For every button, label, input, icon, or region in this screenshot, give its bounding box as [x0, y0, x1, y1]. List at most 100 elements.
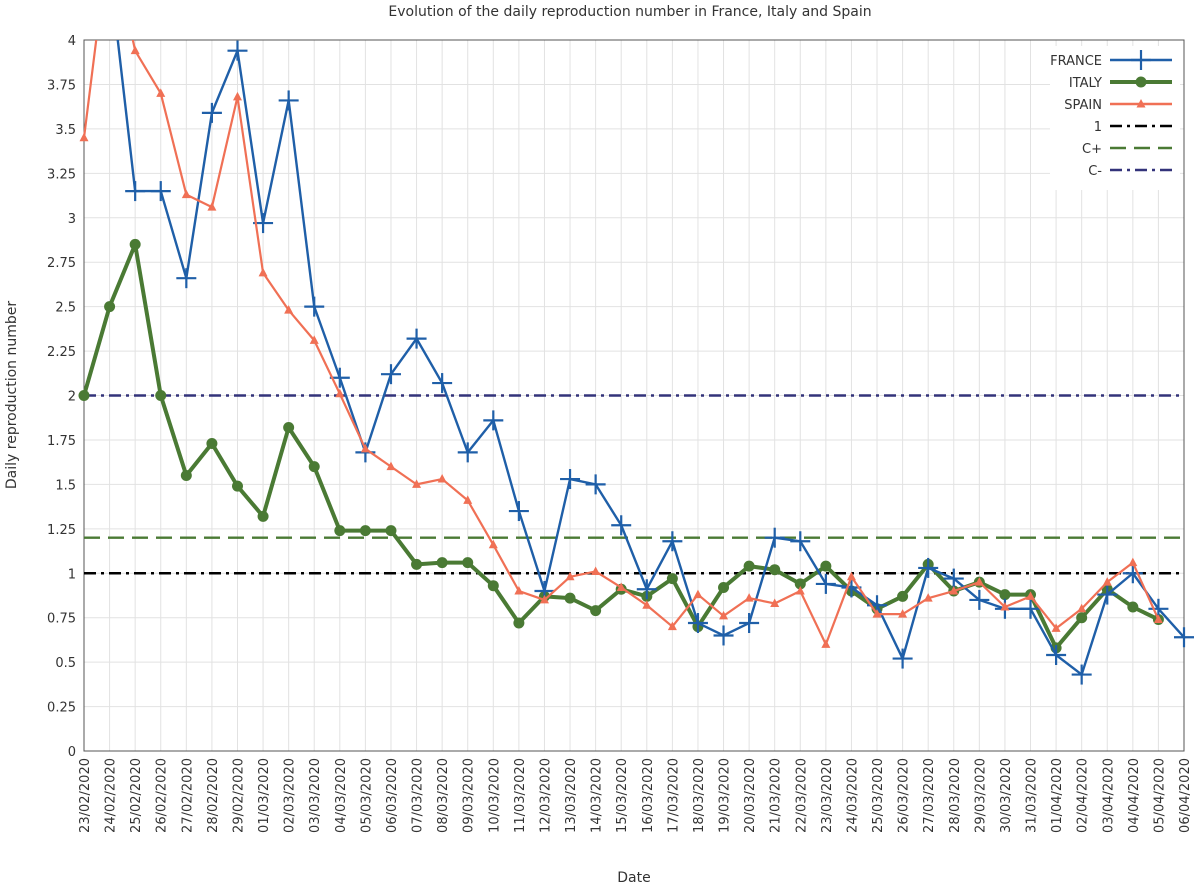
- italy-data-point: [743, 560, 755, 572]
- spain-data-point: [616, 582, 626, 591]
- france-data-point: [1046, 645, 1067, 666]
- y-tick-label: 3.5: [55, 123, 76, 138]
- x-tick-label: 05/03/2020: [359, 758, 374, 833]
- y-tick-label: 1.5: [55, 478, 76, 493]
- x-tick-label: 01/03/2020: [257, 758, 272, 833]
- x-tick-label: 14/03/2020: [590, 758, 605, 833]
- x-tick-label: 15/03/2020: [615, 758, 630, 833]
- spain-data-point: [335, 388, 345, 398]
- italy-data-point: [1076, 612, 1088, 624]
- italy-data-point: [1135, 76, 1147, 88]
- x-tick-label: 27/03/2020: [922, 758, 937, 833]
- spain-data-point: [949, 586, 959, 595]
- legend: FRANCE ITALY SPAIN 1 C+ C-: [1050, 46, 1180, 190]
- x-tick-label: 05/04/2020: [1152, 758, 1167, 833]
- france-data-point: [611, 515, 632, 536]
- spain-data-point: [1128, 557, 1138, 567]
- y-tick-label: 0.75: [47, 612, 76, 627]
- france-data-point: [201, 102, 222, 123]
- italy-data-point: [78, 390, 90, 401]
- spain-data-point: [667, 621, 677, 631]
- france-data-point: [1020, 598, 1041, 619]
- x-tick-label: 06/04/2020: [1178, 758, 1193, 833]
- italy-data-point: [411, 558, 423, 570]
- legend-label: SPAIN: [1064, 98, 1102, 113]
- italy-data-point: [590, 605, 602, 617]
- spain-data-point: [386, 461, 396, 471]
- italy-data-point: [206, 437, 218, 449]
- x-tick-label: 03/03/2020: [308, 758, 323, 833]
- italy-data-point: [155, 390, 167, 401]
- france-data-point: [1097, 584, 1118, 605]
- x-tick-label: 17/03/2020: [666, 758, 681, 833]
- y-tick-labels: 0 0.25 0.5 0.75 1 1.25 1.5 1.75 2 2.25 2.5 2.75 3 3.2…: [47, 34, 76, 760]
- y-tick-label: 3.75: [47, 78, 76, 93]
- france-data-point: [1122, 563, 1143, 584]
- spain-data-point: [846, 571, 856, 581]
- italy-data-point: [564, 592, 576, 604]
- y-tick-label: 2.75: [47, 256, 76, 271]
- italy-data-point: [334, 525, 346, 537]
- spain-data-point: [232, 91, 242, 101]
- spain-data-point: [693, 589, 703, 599]
- france-data-point: [227, 40, 248, 61]
- france-data-point: [713, 625, 734, 646]
- spain-data-point: [360, 443, 370, 453]
- spain-data-point: [309, 335, 319, 344]
- x-tick-label: 07/03/2020: [411, 758, 426, 833]
- x-tick-label: 04/04/2020: [1127, 758, 1142, 833]
- italy-data-point: [385, 525, 397, 537]
- spain-data-point: [591, 566, 601, 575]
- italy-data-point: [513, 617, 525, 629]
- france-data-point: [176, 268, 197, 289]
- france-data-point: [560, 469, 581, 490]
- x-tick-label: 23/02/2020: [78, 758, 93, 833]
- x-tick-label: 04/03/2020: [334, 758, 349, 833]
- italy-data-point: [257, 510, 269, 522]
- spain-data-point: [1077, 603, 1087, 613]
- france-data-point: [892, 648, 913, 669]
- legend-background: [1050, 46, 1180, 190]
- italy-data-point: [129, 238, 141, 250]
- series-group: [78, 40, 1194, 685]
- x-tick-label: 19/03/2020: [718, 758, 733, 833]
- x-tick-label: 28/02/2020: [206, 758, 221, 833]
- france-data-point: [150, 181, 171, 202]
- italy-data-point: [180, 469, 192, 481]
- france-data-point: [1131, 50, 1151, 70]
- spain-data-point: [898, 609, 908, 618]
- france-data-point: [1071, 664, 1092, 685]
- x-tick-label: 26/03/2020: [897, 758, 912, 833]
- spain-data-point: [156, 88, 166, 97]
- france-data-point: [125, 181, 146, 202]
- y-tick-label: 0.5: [55, 656, 76, 671]
- reference-lines: [84, 394, 1184, 575]
- italy-data-point: [718, 581, 730, 593]
- x-tick-label: 02/04/2020: [1076, 758, 1091, 833]
- france-data-point: [432, 373, 453, 394]
- x-tick-label: 31/03/2020: [1025, 758, 1040, 833]
- x-tick-label: 23/03/2020: [820, 758, 835, 833]
- france-data-point: [918, 557, 939, 578]
- italy-data-point: [231, 480, 243, 492]
- x-tick-label: 16/03/2020: [641, 758, 656, 833]
- france-data-point: [662, 531, 683, 552]
- france-data-point: [790, 531, 811, 552]
- spain-data-point: [821, 639, 831, 648]
- italy-data-point: [359, 525, 371, 537]
- y-tick-label: 4: [68, 34, 76, 49]
- y-tick-label: 0.25: [47, 701, 76, 716]
- france-data-point: [687, 613, 708, 634]
- x-tick-labels: 23/02/2020 24/02/2020 25/02/2020 26/02/2020…: [78, 758, 1193, 833]
- y-tick-label: 1.25: [47, 523, 76, 538]
- france-data-point: [764, 527, 785, 548]
- spain-data-point: [1102, 577, 1112, 586]
- spain-data-point: [539, 594, 549, 604]
- x-tick-label: 25/03/2020: [871, 758, 886, 833]
- spain-data-point: [130, 45, 140, 55]
- x-tick-label: 21/03/2020: [769, 758, 784, 833]
- italy-data-point: [104, 301, 116, 313]
- spain-data-point: [974, 577, 984, 586]
- italy-data-point: [308, 461, 320, 473]
